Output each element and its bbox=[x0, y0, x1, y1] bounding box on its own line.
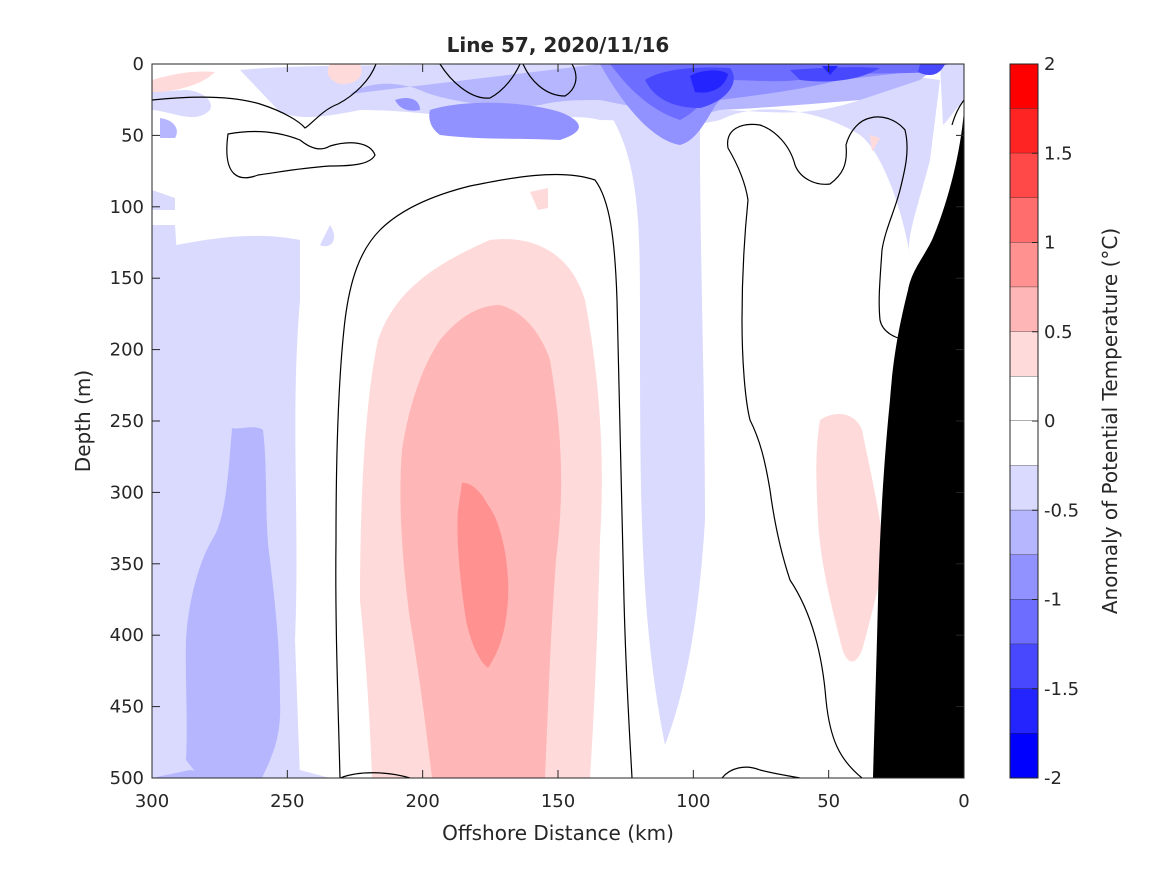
colorbar-tick-label: 1 bbox=[1044, 233, 1055, 254]
colorbar-swatch bbox=[1010, 554, 1038, 600]
y-tick-label: 400 bbox=[110, 625, 144, 646]
x-tick-label: 250 bbox=[270, 791, 304, 812]
colorbar-swatch bbox=[1010, 421, 1038, 466]
colorbar-swatch bbox=[1010, 331, 1038, 377]
chart-title: Line 57, 2020/11/16 bbox=[447, 33, 670, 57]
y-tick-label: 300 bbox=[110, 482, 144, 503]
colorbar-swatch bbox=[1010, 510, 1038, 555]
x-axis: 300 250 200 150 100 50 0 bbox=[135, 64, 970, 812]
colorbar-swatch bbox=[1010, 64, 1038, 109]
y-tick-label: 200 bbox=[110, 340, 144, 361]
colorbar-tick-label: 0.5 bbox=[1044, 322, 1073, 343]
x-tick-label: 50 bbox=[817, 791, 840, 812]
colorbar-swatch bbox=[1010, 242, 1038, 288]
colorbar-tick-label: -0.5 bbox=[1044, 500, 1079, 521]
y-tick-label: 150 bbox=[110, 268, 144, 289]
colorbar-swatch bbox=[1010, 197, 1038, 243]
x-tick-label: 300 bbox=[135, 791, 169, 812]
anomaly-fill-pos-0-75 bbox=[457, 482, 509, 668]
colorbar-swatch bbox=[1010, 644, 1038, 689]
colorbar-tick-label: -1 bbox=[1044, 590, 1062, 611]
colorbar-tick-label: 0 bbox=[1044, 411, 1055, 432]
colorbar-tick-label: -2 bbox=[1044, 768, 1062, 789]
colorbar-swatch bbox=[1010, 465, 1038, 511]
y-tick-label: 350 bbox=[110, 554, 144, 575]
y-tick-label: 500 bbox=[110, 768, 144, 789]
colorbar-swatch bbox=[1010, 599, 1038, 645]
y-tick-label: 250 bbox=[110, 411, 144, 432]
x-tick-label: 200 bbox=[405, 791, 439, 812]
colorbar-swatch bbox=[1010, 733, 1038, 778]
y-axis-label: Depth (m) bbox=[71, 370, 95, 472]
colorbar-label: Anomaly of Potential Temperature (°C) bbox=[1098, 228, 1122, 614]
colorbar-swatch bbox=[1010, 153, 1038, 198]
colorbar-swatch bbox=[1010, 376, 1038, 421]
y-axis: 0 50 100 150 200 250 300 350 400 450 500 bbox=[110, 54, 964, 789]
colorbar-ticks: 2 1.5 1 0.5 0 -0.5 -1 -1.5 -2 bbox=[1032, 54, 1079, 789]
colorbar-tick-label: 1.5 bbox=[1044, 143, 1073, 164]
colorbar bbox=[1009, 63, 1039, 779]
y-tick-label: 0 bbox=[133, 54, 144, 75]
x-axis-label: Offshore Distance (km) bbox=[442, 821, 674, 845]
colorbar-swatch bbox=[1010, 688, 1038, 734]
y-tick-label: 450 bbox=[110, 697, 144, 718]
colorbar-tick-label: 2 bbox=[1044, 54, 1055, 75]
x-tick-label: 150 bbox=[541, 791, 575, 812]
zero-contours bbox=[152, 64, 964, 778]
colorbar-tick-label: -1.5 bbox=[1044, 679, 1079, 700]
colorbar-swatch bbox=[1010, 287, 1038, 332]
colorbar-swatch bbox=[1010, 108, 1038, 154]
x-tick-label: 0 bbox=[958, 791, 969, 812]
land-mask bbox=[873, 110, 964, 778]
plot-area bbox=[152, 64, 964, 778]
anomaly-fill-neg-1-5 bbox=[690, 66, 838, 93]
x-tick-label: 100 bbox=[676, 791, 710, 812]
y-tick-label: 100 bbox=[110, 197, 144, 218]
y-tick-label: 50 bbox=[121, 125, 144, 146]
